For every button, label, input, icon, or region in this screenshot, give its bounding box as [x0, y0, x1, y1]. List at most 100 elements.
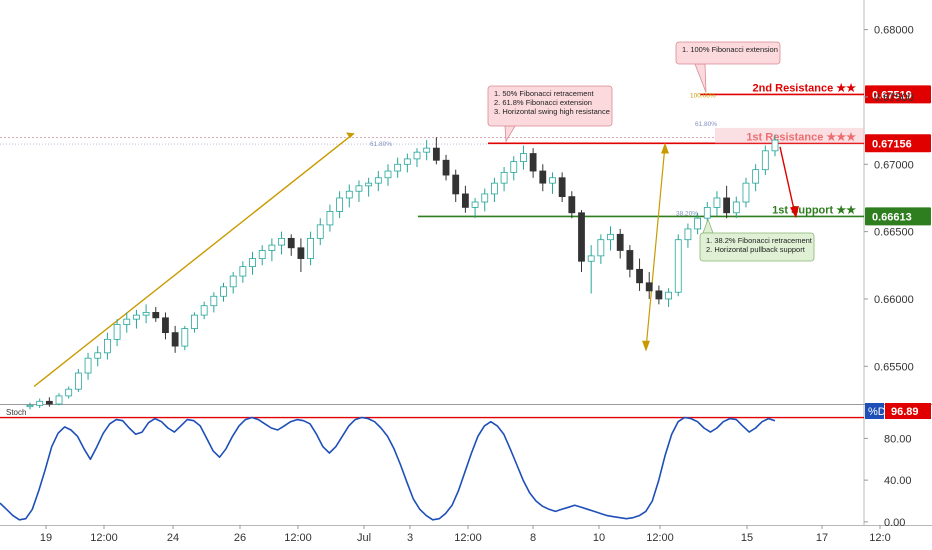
- candle-body: [45, 400, 53, 405]
- projection-red-line: [779, 146, 796, 215]
- price-tick-label: 0.66000: [874, 294, 914, 306]
- candles-layer: [26, 134, 779, 410]
- candle-body: [568, 196, 576, 214]
- candle-body: [258, 250, 266, 259]
- annotation-line: 1. 38.2% Fibonacci retracement: [706, 236, 813, 245]
- annotation-box: [699, 232, 815, 262]
- candle-body: [761, 150, 769, 171]
- price-tag-bg: [865, 134, 931, 153]
- candle-body: [684, 228, 692, 241]
- level-label: 1st Support ★★: [772, 204, 856, 216]
- time-tick-label: 19: [40, 532, 52, 544]
- price-tick-label: 0.65500: [874, 361, 914, 373]
- candle-body: [616, 233, 624, 251]
- level-label: 2nd Resistance ★★: [753, 82, 857, 94]
- candle-body: [549, 177, 556, 184]
- candle-body: [587, 255, 595, 262]
- osc-pane-bg: [0, 405, 864, 525]
- candle-body: [413, 151, 421, 160]
- candle-body: [771, 139, 779, 152]
- candle-body: [200, 305, 208, 316]
- annotation-box: [675, 41, 781, 65]
- candle-body: [239, 266, 247, 277]
- annotation-line: 2. Horizontal pullback support: [706, 245, 806, 254]
- time-tick-label: 15: [741, 532, 753, 544]
- candle-body: [442, 159, 450, 176]
- candle-body: [249, 258, 256, 268]
- candle-body: [268, 244, 276, 251]
- candle-body: [461, 193, 469, 208]
- candle-body: [558, 177, 566, 198]
- candle-body: [113, 324, 121, 340]
- candle-body: [355, 185, 363, 192]
- candle-body: [694, 217, 701, 230]
- time-tick-label: 8: [530, 532, 536, 544]
- candle-body: [665, 291, 672, 300]
- candle-body: [539, 170, 547, 184]
- annotation-box: [487, 85, 613, 127]
- candle-body: [529, 153, 537, 172]
- candle-body: [210, 295, 218, 307]
- candle-body: [336, 197, 344, 212]
- price-tick-label: 0.66500: [874, 227, 914, 239]
- candle-body: [287, 237, 295, 249]
- resistance-zone: [715, 127, 864, 144]
- stoch-series-badge: [865, 403, 884, 419]
- price-tick-label: 0.68000: [874, 25, 914, 37]
- time-tick-label: 3: [407, 532, 413, 544]
- time-tick-label: 24: [167, 532, 179, 544]
- candle-body: [636, 268, 643, 284]
- candle-body: [229, 275, 237, 288]
- candle-body: [520, 153, 527, 163]
- time-tick-label: 12:00: [646, 532, 674, 544]
- candle-body: [94, 352, 102, 359]
- fib-ret-618-label: 61.80%: [370, 141, 392, 148]
- candle-body: [162, 317, 169, 334]
- candle-body: [491, 182, 498, 195]
- time-tick-label: 12:00: [90, 532, 118, 544]
- projection-arrowhead-down: [642, 340, 650, 352]
- projection-red-arrowhead: [790, 206, 799, 219]
- candle-body: [394, 163, 402, 172]
- projection-arrowhead-up: [661, 142, 669, 154]
- annotations-layer: 1. 100% Fibonacci extension 1. 50% Fibona…: [487, 41, 815, 262]
- candle-body: [578, 212, 585, 262]
- candle-body: [607, 233, 614, 241]
- candle-body: [655, 290, 663, 300]
- candle-body: [452, 174, 460, 195]
- candle-body: [171, 332, 179, 347]
- stoch-d-line: [0, 416, 776, 521]
- candle-body: [510, 161, 518, 173]
- candle-body: [220, 286, 227, 297]
- candle-body: [152, 312, 160, 319]
- candle-body: [384, 170, 392, 179]
- candle-body: [403, 158, 411, 165]
- candle-body: [36, 400, 44, 406]
- time-tick-label: 12:0: [869, 532, 890, 544]
- level-lines: 2nd Resistance ★★0.675191st Resistance ★…: [0, 82, 931, 226]
- candle-body: [26, 404, 34, 408]
- candle-body: [471, 201, 479, 208]
- price-tag-bg: [865, 85, 931, 104]
- price-tag-text: 0.67519: [872, 89, 912, 101]
- stoch-title: Stoch: [6, 408, 26, 417]
- trendline-arrowhead: [346, 132, 354, 139]
- candle-body: [723, 197, 731, 214]
- candle-body: [278, 237, 285, 246]
- price-tag-text: 0.67156: [872, 138, 912, 150]
- stoch-series-name: %D: [868, 406, 886, 418]
- candle-body: [345, 190, 353, 199]
- candle-body: [365, 182, 373, 187]
- candle-body: [181, 328, 189, 347]
- price-tick-label: 0.67000: [874, 159, 914, 171]
- fib-ret-382-label: 38.20%: [676, 210, 698, 217]
- candle-body: [316, 224, 324, 239]
- candle-body: [123, 318, 131, 325]
- stoch-value-tag: [885, 403, 931, 419]
- candle-body: [500, 171, 508, 184]
- candle-body: [142, 312, 150, 316]
- candle-body: [742, 182, 750, 203]
- time-tick-label: 17: [816, 532, 828, 544]
